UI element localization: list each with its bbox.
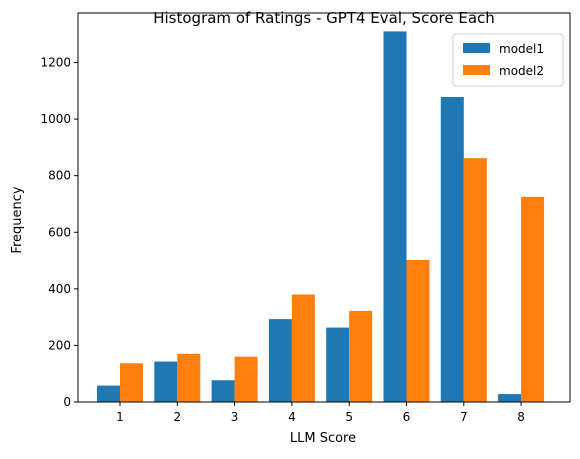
y-tick-label: 600	[48, 225, 71, 239]
x-tick-label: 8	[517, 410, 525, 424]
legend-label-model2: model2	[499, 64, 544, 78]
bar-model2-4	[291, 294, 315, 402]
legend-swatch-model1	[463, 43, 490, 53]
y-tick-label: 200	[48, 338, 71, 352]
y-tick-label: 0	[63, 395, 71, 409]
bar-model1-5	[326, 327, 350, 402]
y-tick-label: 400	[48, 282, 71, 296]
y-axis-ticks: 0 200 400 600 800 1000 1200	[40, 56, 78, 409]
bars	[97, 31, 545, 403]
x-axis-label: LLM Score	[290, 431, 356, 446]
bar-model1-6	[383, 31, 407, 402]
x-tick-label: 2	[173, 410, 181, 424]
x-tick-label: 7	[460, 410, 468, 424]
x-tick-label: 5	[345, 410, 353, 424]
y-axis-label: Frequency	[10, 186, 25, 253]
bar-model2-8	[521, 196, 545, 402]
bar-model1-4	[268, 319, 292, 402]
bar-model2-3	[234, 356, 258, 402]
legend: model1 model2	[452, 33, 564, 87]
plot-frame	[77, 12, 571, 403]
legend-label-model1: model1	[499, 42, 544, 56]
chart-title: Histogram of Ratings - GPT4 Eval, Score …	[153, 9, 495, 27]
bar-model1-8	[498, 394, 522, 402]
bar-model1-2	[154, 361, 178, 402]
bar-model1-1	[97, 385, 120, 402]
bar-model2-1	[120, 363, 143, 402]
bar-model1-7	[440, 97, 464, 403]
x-tick-label: 6	[403, 410, 411, 424]
x-tick-label: 4	[288, 410, 296, 424]
bar-model2-6	[406, 259, 430, 402]
legend-swatch-model2	[463, 65, 490, 75]
y-tick-label: 800	[48, 169, 71, 183]
x-tick-label: 3	[231, 410, 239, 424]
x-tick-label: 1	[116, 410, 124, 424]
bar-model2-7	[463, 158, 487, 402]
bar-model2-2	[177, 353, 201, 402]
y-tick-label: 1200	[40, 56, 71, 70]
y-tick-label: 1000	[40, 112, 71, 126]
bar-model2-5	[349, 310, 373, 402]
bar-model1-3	[211, 380, 235, 402]
x-axis-ticks: 1 2 3 4 5 6 7 8	[116, 402, 525, 424]
